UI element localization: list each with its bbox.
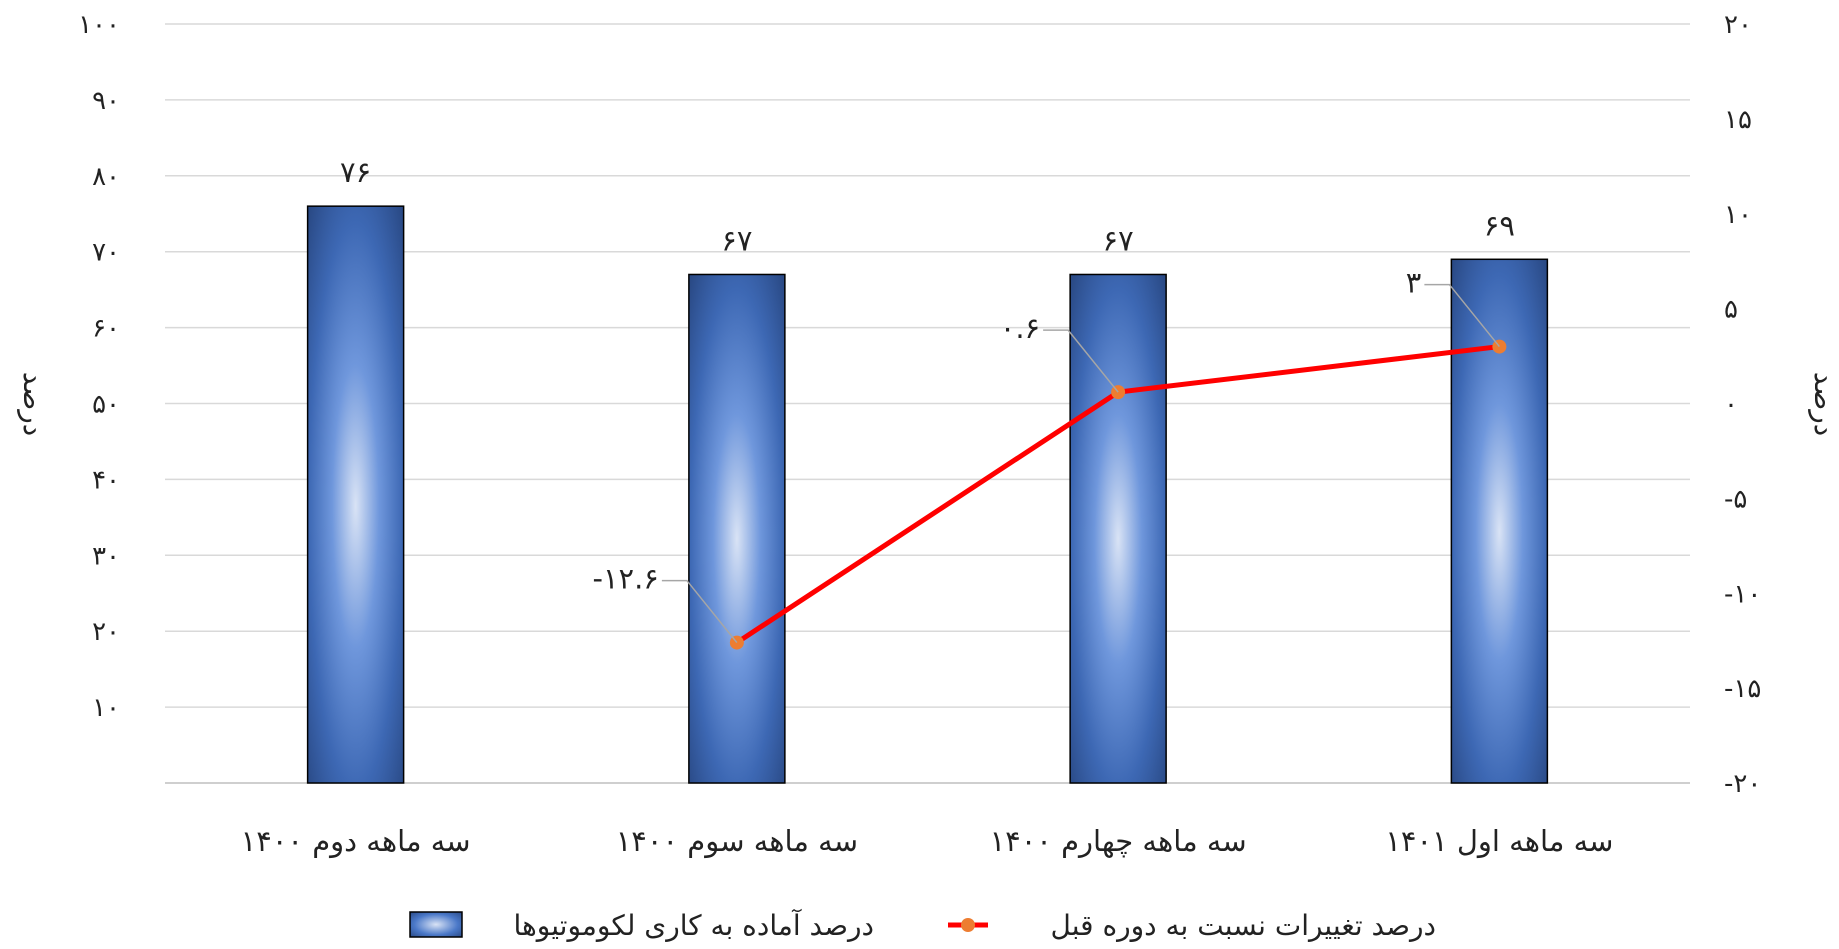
left-tick-label: ۷۰ [92,238,120,268]
legend-line-label: درصد تغییرات نسبت به دوره قبل [1051,909,1437,942]
left-axis-title: درصد [17,372,50,436]
legend-bar-label: درصد آماده به کاری لکوموتیوها [513,909,874,942]
bar [688,273,786,784]
left-tick-label: ۴۰ [92,465,120,495]
bar [1069,273,1167,784]
bar-value-label: ۶۷ [721,223,752,257]
category-label: سه ماهه دوم ۱۴۰۰ [241,824,471,858]
bar [1450,258,1549,784]
left-tick-label: ۸۰ [92,162,120,192]
line-value-label: ۳ [1406,266,1422,300]
leader-line [1043,329,1119,393]
bar-value-label: ۶۹ [1484,208,1515,242]
right-axis-title: درصد [1808,372,1839,436]
left-tick-label: ۵۰ [92,390,120,420]
category-label: سه ماهه اول ۱۴۰۱ [1385,824,1613,858]
right-tick-label: -۱۰ [1724,579,1761,609]
right-tick-label: -۱۵ [1724,674,1761,704]
right-tick-label: -۵ [1724,484,1747,514]
left-tick-label: ۱۰۰ [78,10,120,40]
category-label: سه ماهه چهارم ۱۴۰۰ [990,824,1247,858]
right-tick-label: ۵ [1724,295,1738,325]
left-tick-label: ۶۰ [92,314,120,344]
left-tick-label: ۱۰ [92,693,120,723]
right-tick-label: ۱۵ [1724,105,1752,135]
bar-value-label: ۶۷ [1103,223,1134,257]
data-labels: ۷۶ ۶۷ ۶۷ ۶۹ -۱۲.۶ ۰.۶ ۳ [340,155,1515,644]
right-tick-label: ۱۰ [1724,200,1752,230]
left-tick-label: ۲۰ [92,617,120,647]
leader-line [1424,283,1500,348]
axes: ۱۰ ۲۰ ۳۰ ۴۰ ۵۰ ۶۰ ۷۰ ۸۰ ۹۰ ۱۰۰ -۲۰ -۱۵ -۱۰ -۵ ۰ ۵ ۱۰ ۱۵ ۲۰… [17,10,1839,858]
right-tick-label: ۰ [1724,390,1738,420]
right-tick-label: ۲۰ [1724,10,1752,40]
leader-line [661,579,738,644]
bar [306,205,405,784]
legend-line-marker [961,918,975,932]
left-tick-label: ۹۰ [92,86,120,116]
gridlines [165,23,1690,784]
line-value-label: -۱۲.۶ [592,562,658,596]
right-tick-label: -۲۰ [1724,769,1761,799]
category-label: سه ماهه سوم ۱۴۰۰ [616,824,858,858]
left-tick-label: ۳۰ [92,541,120,571]
bar-series [306,205,1549,784]
bar-value-label: ۷۶ [340,155,371,189]
line-value-label: ۰.۶ [1000,311,1040,345]
legend: درصد تغییرات نسبت به دوره قبل درصد آماده … [409,909,1437,942]
legend-bar-swatch [409,911,463,938]
